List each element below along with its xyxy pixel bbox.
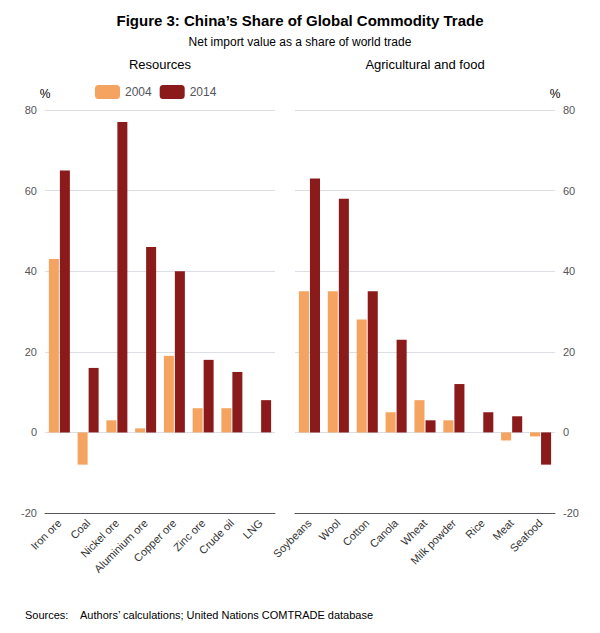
svg-text:Resources: Resources: [129, 57, 192, 72]
svg-text:Milk powder: Milk powder: [408, 517, 458, 567]
svg-text:Agricultural and food: Agricultural and food: [365, 57, 484, 72]
svg-text:Zinc ore: Zinc ore: [170, 516, 208, 554]
svg-text:-20: -20: [21, 507, 37, 519]
svg-text:60: 60: [25, 185, 37, 197]
svg-text:Copper ore: Copper ore: [131, 517, 178, 564]
svg-text:%: %: [40, 87, 51, 101]
svg-text:20: 20: [25, 346, 37, 358]
svg-text:%: %: [550, 87, 561, 101]
svg-text:Iron ore: Iron ore: [28, 517, 63, 552]
svg-text:0: 0: [563, 426, 569, 438]
svg-text:Soybeans: Soybeans: [271, 516, 314, 559]
svg-text:80: 80: [25, 104, 37, 116]
svg-text:Aluminium ore: Aluminium ore: [91, 516, 150, 575]
svg-text:2004: 2004: [125, 85, 152, 99]
svg-text:40: 40: [25, 265, 37, 277]
svg-text:Figure 3: China’s Share of Glo: Figure 3: China’s Share of Global Commod…: [116, 12, 483, 29]
svg-text:Cotton: Cotton: [340, 517, 371, 548]
svg-text:-20: -20: [563, 507, 579, 519]
svg-text:Crude oil: Crude oil: [197, 517, 237, 557]
svg-text:Net import value as a share of: Net import value as a share of world tra…: [189, 35, 412, 49]
svg-text:80: 80: [563, 104, 575, 116]
svg-text:Wool: Wool: [317, 517, 343, 543]
svg-text:Canola: Canola: [367, 516, 401, 550]
svg-text:2014: 2014: [190, 85, 217, 99]
svg-text:Coal: Coal: [68, 517, 92, 541]
svg-text:Rice: Rice: [463, 517, 487, 541]
svg-text:Wheat: Wheat: [398, 516, 430, 548]
svg-text:20: 20: [563, 346, 575, 358]
svg-text:40: 40: [563, 265, 575, 277]
svg-text:60: 60: [563, 185, 575, 197]
svg-text:Seafood: Seafood: [507, 517, 544, 554]
svg-text:Meat: Meat: [490, 517, 516, 543]
svg-text:Nickel ore: Nickel ore: [78, 516, 122, 560]
svg-text:Sources: Authors’ calculati: Sources: Authors’ calculations; United N…: [25, 609, 373, 621]
svg-text:LNG: LNG: [240, 517, 264, 541]
svg-text:0: 0: [31, 426, 37, 438]
